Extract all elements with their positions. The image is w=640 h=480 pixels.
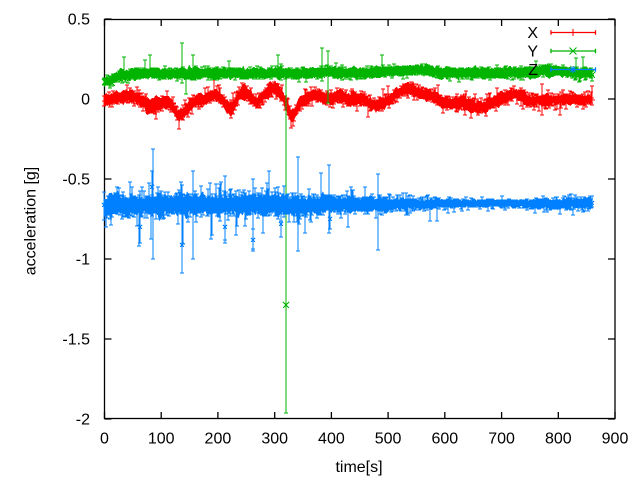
svg-text:Y: Y xyxy=(527,44,538,61)
svg-text:Z: Z xyxy=(528,62,538,79)
svg-text:200: 200 xyxy=(205,431,232,448)
svg-text:700: 700 xyxy=(488,431,515,448)
svg-text:400: 400 xyxy=(318,431,345,448)
svg-text:X: X xyxy=(527,25,538,42)
svg-text:-2: -2 xyxy=(76,412,90,429)
svg-text:-1.5: -1.5 xyxy=(62,332,90,349)
svg-text:600: 600 xyxy=(431,431,458,448)
svg-text:100: 100 xyxy=(148,431,175,448)
svg-text:300: 300 xyxy=(261,431,288,448)
svg-text:time[s]: time[s] xyxy=(335,459,382,476)
svg-text:800: 800 xyxy=(545,431,572,448)
svg-text:0: 0 xyxy=(81,92,90,109)
svg-text:-1: -1 xyxy=(76,252,90,269)
svg-text:0: 0 xyxy=(100,431,109,448)
svg-text:-0.5: -0.5 xyxy=(62,172,90,189)
svg-text:500: 500 xyxy=(375,431,402,448)
svg-text:900: 900 xyxy=(602,431,629,448)
svg-text:0.5: 0.5 xyxy=(68,12,90,29)
svg-text:acceleration [g]: acceleration [g] xyxy=(23,167,40,276)
